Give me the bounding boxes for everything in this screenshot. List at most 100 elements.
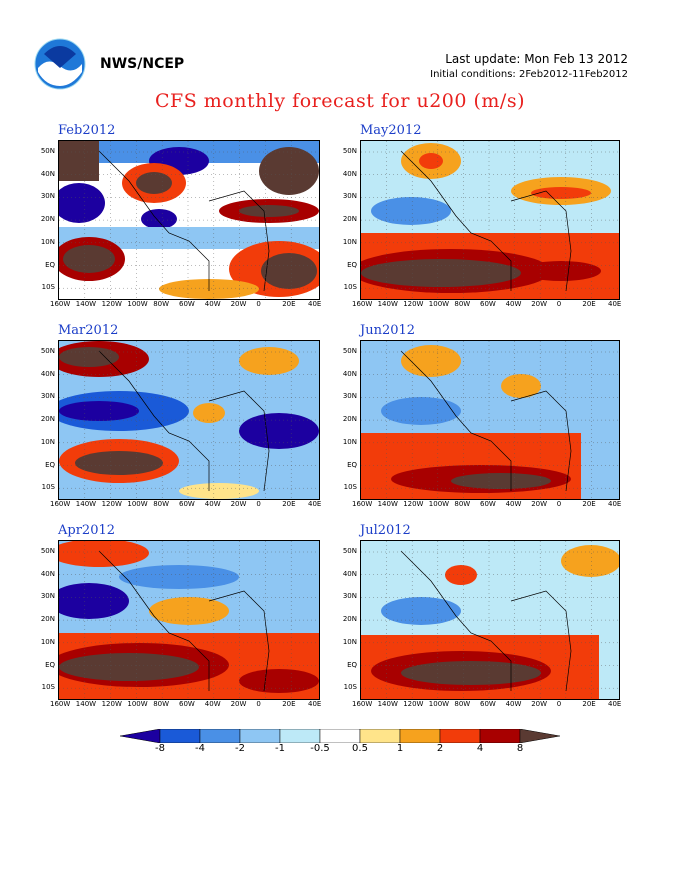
colorbar-swatch [319,728,361,744]
lon-label: 20E [282,700,296,708]
colorbar-swatch [519,728,561,744]
colorbar-swatch [399,728,441,744]
lat-label: 30N [40,392,55,401]
panel-title-jun2012: Jun2012 [360,323,416,338]
lon-label: 120W [101,300,122,308]
lon-label: 0 [256,500,261,508]
lon-label: 100W [127,300,148,308]
lat-label: 10S [41,683,55,692]
lon-label: 40E [308,300,322,308]
colorbar-swatch [119,728,161,744]
panel-title-may2012: May2012 [360,123,422,138]
lon-label: 60W [480,300,496,308]
lat-label: 50N [40,147,55,155]
lon-label: 140W [75,700,97,708]
colorbar-swatch [479,728,521,744]
org-label: NWS/NCEP [100,56,185,72]
lon-label: 140W [75,300,97,308]
lat-label: 10S [343,483,357,492]
lon-label: 40W [505,500,522,508]
lat-label: 10N [342,637,357,646]
lon-label: 120W [101,700,122,708]
page-title: CFS monthly forecast for u200 (m/s) [154,90,525,112]
lon-label: 100W [127,700,148,708]
lon-label: 0 [256,700,261,708]
lat-label: 20N [342,615,357,624]
last-update-text: Last update: Mon Feb 13 2012 [445,52,628,66]
lon-label: 0 [556,500,562,508]
lon-label: 120W [403,500,424,508]
lat-label: 50N [40,347,55,355]
lon-label: 100W [428,300,450,308]
colorbar-label: 4 [476,743,484,754]
lat-label: 20N [40,215,55,224]
lon-label: 20E [282,500,296,508]
lon-label: 20W [230,300,247,308]
lon-label: 80W [454,500,471,508]
lon-label: 0 [556,300,562,308]
colorbar-swatch [279,728,321,744]
lon-label: 100W [127,500,148,508]
lat-label: 40N [342,369,357,378]
lat-label: 10S [343,683,357,692]
lat-label: 30N [40,592,55,601]
colorbar-label: 0.5 [352,743,368,754]
lon-label: 140W [377,300,398,308]
map-panel-jun2012 [360,340,620,500]
colorbar-label: 2 [436,743,444,754]
lon-label: 60W [179,300,195,308]
panel-title-feb2012: Feb2012 [58,123,116,138]
colorbar-swatch [199,728,241,744]
lon-label: 160W [50,700,71,708]
lon-label: 80W [153,500,170,508]
colorbar-swatch [359,728,401,744]
lat-label: 40N [40,569,55,578]
lon-label: 80W [153,300,170,308]
lon-label: 140W [377,700,398,708]
lat-label: 40N [40,369,55,378]
lon-label: 160W [50,300,71,308]
panel-title-apr2012: Apr2012 [58,523,116,538]
lon-label: 40W [505,300,522,308]
lat-label: EQ [45,460,55,469]
lon-label: 60W [480,500,496,508]
lat-label: 10S [41,483,55,492]
lat-label: 30N [342,592,357,601]
lat-label: EQ [45,660,55,669]
colorbar-label: -4 [195,743,205,754]
lat-label: 20N [342,415,357,424]
colorbar-label: -2 [235,743,245,754]
lon-label: 120W [403,300,424,308]
panel-title-jul2012: Jul2012 [360,523,411,538]
colorbar-label: 8 [516,743,524,754]
lon-label: 20W [531,300,548,308]
lon-label: 20E [582,500,596,508]
map-panel-jul2012 [360,540,620,700]
lat-label: 50N [40,547,55,555]
lat-label: 20N [40,615,55,624]
lon-label: 60W [179,700,195,708]
lon-label: 40W [204,300,221,308]
lat-label: 10S [343,283,357,292]
lon-label: 120W [403,700,424,708]
lon-label: 140W [75,500,97,508]
lon-label: 100W [428,500,450,508]
lon-label: 20E [282,300,296,308]
lon-label: 60W [480,700,496,708]
lat-label: 50N [342,347,357,355]
map-panel-mar2012 [58,340,320,500]
lon-label: 40W [505,700,522,708]
lat-label: 10N [40,637,55,646]
lat-label: 10N [40,437,55,446]
lat-label: 40N [342,169,357,178]
lat-label: 30N [40,192,55,201]
map-panel-feb2012 [58,140,320,300]
lat-label: 10N [40,237,55,246]
lon-label: 80W [454,300,471,308]
lat-label: 20N [342,215,357,224]
lon-label: 0 [556,700,562,708]
lon-label: 40E [608,700,622,708]
lon-label: 40E [308,700,322,708]
lon-label: 160W [352,500,373,508]
panel-title-mar2012: Mar2012 [58,323,119,338]
